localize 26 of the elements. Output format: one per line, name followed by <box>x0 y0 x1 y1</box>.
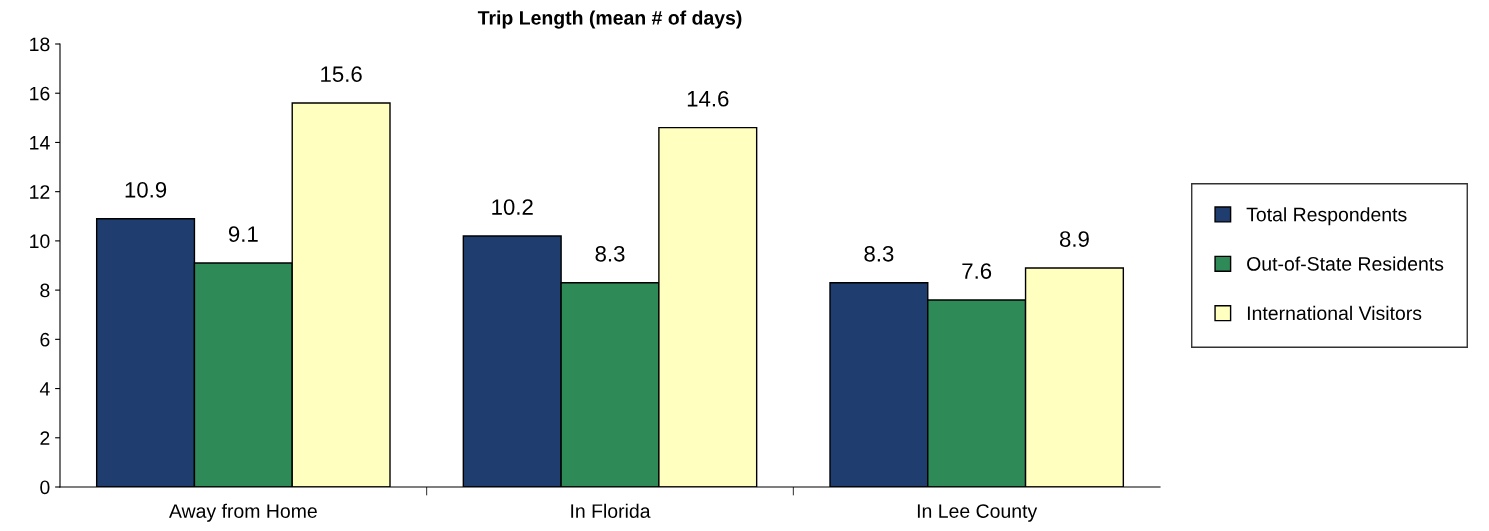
x-tick-label: In Florida <box>571 503 651 518</box>
y-tick-label: 0 <box>40 480 50 495</box>
data-label: 8.3 <box>595 245 625 262</box>
data-label: 9.1 <box>228 226 258 242</box>
x-tick-label: Away from Home <box>168 503 317 522</box>
y-tick-label: 16 <box>30 86 50 101</box>
y-tick-label: 18 <box>30 37 50 52</box>
data-label: 8.9 <box>1059 231 1089 247</box>
y-tick-label: 4 <box>39 382 50 396</box>
chart-title: Trip Length (mean # of days) <box>477 10 742 29</box>
y-tick-label: 2 <box>40 431 50 445</box>
data-label: 15.6 <box>321 66 362 83</box>
data-label: 10.2 <box>492 199 533 215</box>
legend-label: Out-of-State Residents <box>1247 256 1444 271</box>
y-tick-label: 8 <box>40 283 50 298</box>
y-tick-label: 12 <box>30 185 50 199</box>
data-label: 10.9 <box>125 181 167 198</box>
y-tick-label: 10 <box>30 234 50 249</box>
y-tick-label: 14 <box>30 136 50 150</box>
legend-label: International Visitors <box>1247 305 1422 321</box>
data-label: 7.6 <box>962 263 992 279</box>
y-tick-label: 6 <box>40 332 50 347</box>
legend-label: Total Respondents <box>1246 207 1407 226</box>
x-tick-label: In Lee County <box>917 504 1038 522</box>
data-label: 14.6 <box>687 90 729 107</box>
data-label: 8.3 <box>864 245 894 262</box>
